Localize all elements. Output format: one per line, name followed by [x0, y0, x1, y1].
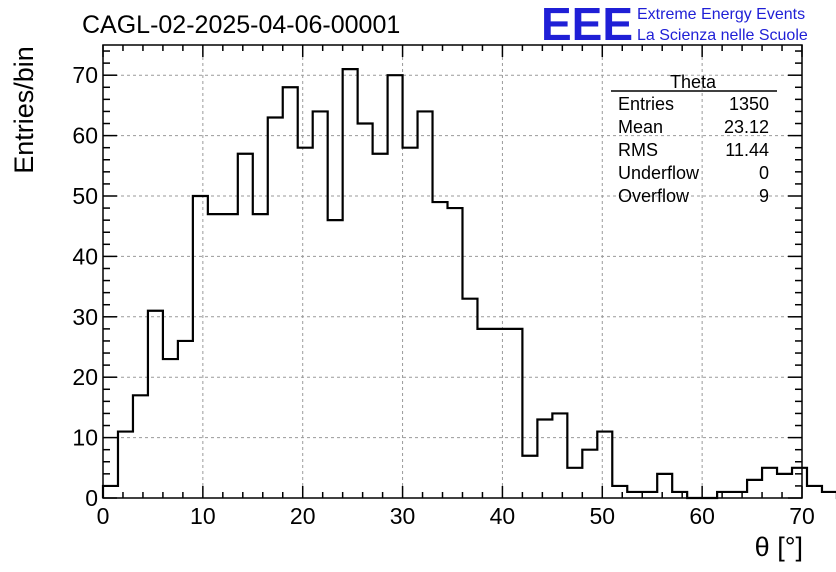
histogram-bin	[747, 480, 762, 498]
x-tick-labels: 0 10 20 30 40 50 60 70	[97, 503, 815, 529]
chart-title: CAGL-02-2025-04-06-00001	[82, 11, 400, 39]
y-tick-label: 40	[72, 243, 98, 269]
stats-label: Mean	[618, 117, 663, 137]
stats-label: RMS	[618, 140, 658, 160]
histogram-bin	[178, 341, 193, 498]
y-tick-label: 50	[72, 183, 98, 209]
stats-title: Theta	[670, 72, 717, 92]
y-tick-label: 20	[72, 364, 98, 390]
stats-rows: Entries 1350 Mean 23.12 RMS 11.44 Underflow 0 Ov…	[618, 94, 769, 206]
stats-box: Theta Entries 1350 Mean 23.12 RMS 11.44 Underf…	[611, 72, 777, 206]
histogram-bin	[597, 432, 612, 498]
histogram-bin	[552, 413, 567, 498]
histogram-bin	[492, 329, 507, 498]
plot-frame	[102, 44, 803, 499]
histogram-bin	[358, 124, 373, 498]
stats-label: Overflow	[618, 186, 690, 206]
histogram-bin	[313, 111, 328, 498]
histogram-bin	[328, 220, 343, 498]
stats-label: Entries	[618, 94, 674, 114]
histogram-bin	[373, 154, 388, 498]
histogram-bin	[103, 486, 118, 498]
histogram-bin	[418, 111, 433, 498]
histogram-bin	[582, 450, 597, 498]
y-tick-label: 30	[72, 304, 98, 330]
y-tick-label: 70	[72, 62, 98, 88]
x-tick-label: 10	[190, 503, 216, 529]
x-tick-label: 50	[589, 503, 615, 529]
histogram-bin	[657, 474, 672, 498]
axis-ticks	[102, 45, 803, 499]
stats-label: Underflow	[618, 163, 700, 183]
x-tick-label: 60	[689, 503, 715, 529]
x-tick-label: 70	[789, 503, 815, 529]
x-tick-label: 30	[390, 503, 416, 529]
logo-line-1: Extreme Energy Events	[637, 6, 805, 23]
stats-value: 11.44	[725, 140, 769, 160]
eee-logo: EEE Extreme Energy Events La Scienza nel…	[541, 0, 808, 50]
logo-line-2: La Scienza nelle Scuole	[637, 27, 808, 44]
histogram-bin	[762, 468, 777, 498]
histogram-bin	[343, 69, 358, 498]
histogram-bin	[567, 468, 582, 498]
stats-value: 9	[759, 186, 769, 206]
histogram-bin	[283, 87, 298, 498]
histogram-bin	[133, 395, 148, 498]
x-tick-label: 0	[97, 503, 110, 529]
histogram-bin	[193, 196, 208, 498]
stats-value: 23.12	[724, 117, 769, 137]
histogram-bin	[448, 208, 463, 498]
histogram-bin	[388, 75, 403, 498]
histogram-bin	[118, 432, 133, 498]
x-axis-label: θ [°]	[755, 532, 803, 562]
histogram-bin	[477, 329, 492, 498]
histogram-bin	[507, 329, 522, 498]
grid-lines	[103, 45, 802, 498]
y-axis-label: Entries/bin	[9, 46, 39, 174]
histogram-bin	[268, 117, 283, 498]
x-tick-label: 20	[290, 503, 316, 529]
histogram-bin	[163, 359, 178, 498]
x-tick-label: 40	[490, 503, 516, 529]
histogram-bin	[208, 214, 223, 498]
y-tick-label: 60	[72, 123, 98, 149]
histogram-bin	[462, 299, 477, 498]
histogram-bin	[612, 486, 627, 498]
histogram-bin	[792, 468, 807, 498]
y-tick-labels: 0 10 20 30 40 50 60 70	[72, 62, 98, 511]
stats-value: 1350	[729, 94, 769, 114]
histogram-bin	[522, 456, 537, 498]
histogram-outline	[101, 68, 836, 500]
histogram-bin	[433, 202, 448, 498]
y-tick-label: 0	[85, 485, 98, 511]
histogram-bin	[537, 419, 552, 498]
histogram-bin	[403, 148, 418, 498]
y-tick-label: 10	[72, 425, 98, 451]
histogram-bin	[807, 486, 822, 498]
histogram-bin	[148, 311, 163, 498]
histogram-bin	[298, 148, 313, 498]
histogram-bin	[777, 474, 792, 498]
stats-value: 0	[759, 163, 769, 183]
logo-mark: EEE	[541, 0, 633, 50]
histogram-bin	[238, 154, 253, 498]
